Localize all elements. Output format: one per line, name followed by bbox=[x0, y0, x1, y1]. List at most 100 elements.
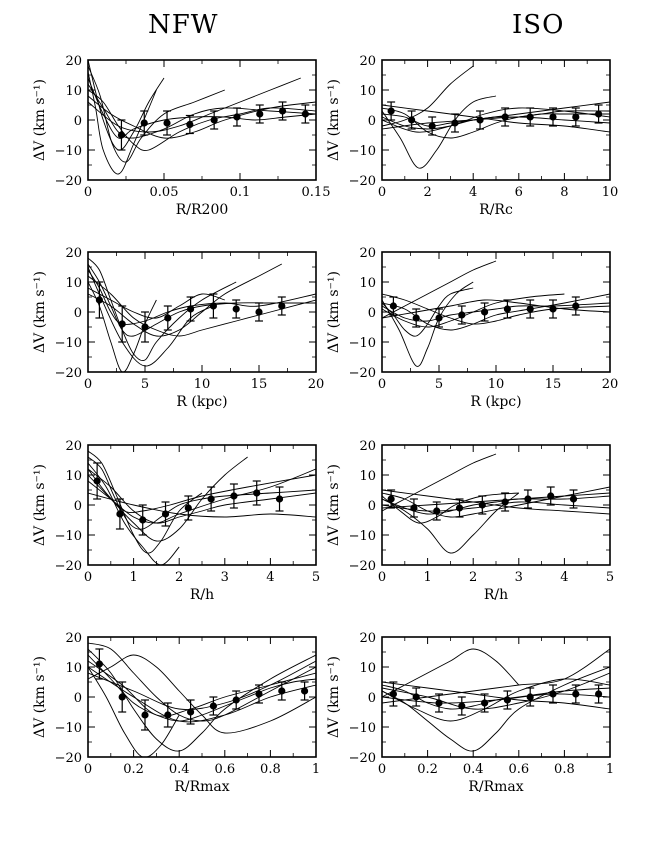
series-line-galaxy-5 bbox=[382, 293, 610, 325]
x-tick-label: 0.6 bbox=[508, 762, 529, 777]
series-line-galaxy-7 bbox=[88, 654, 316, 734]
x-axis-label: R/Rmax bbox=[174, 779, 229, 795]
y-tick-label: 20 bbox=[65, 246, 82, 261]
x-tick-label: 0 bbox=[84, 185, 92, 200]
data-point bbox=[118, 693, 126, 701]
data-point bbox=[476, 116, 484, 124]
x-tick-label: 0 bbox=[378, 570, 386, 585]
series-line-galaxy-3 bbox=[382, 260, 497, 319]
series-line-galaxy-4 bbox=[88, 60, 165, 151]
x-tick-label: 0.6 bbox=[214, 762, 235, 777]
data-point bbox=[210, 116, 218, 124]
data-point bbox=[435, 314, 443, 322]
data-point bbox=[278, 107, 287, 115]
data-point bbox=[387, 495, 395, 503]
binned-points bbox=[95, 281, 286, 343]
data-point bbox=[117, 131, 126, 139]
data-point bbox=[572, 302, 580, 310]
x-tick-label: 0.4 bbox=[463, 762, 484, 777]
x-tick-label: 0.2 bbox=[123, 762, 144, 777]
y-tick-label: 10 bbox=[359, 84, 376, 99]
data-point bbox=[275, 495, 284, 503]
x-tick-label: 0.05 bbox=[150, 185, 179, 200]
series-line-galaxy-7 bbox=[88, 287, 225, 319]
curves bbox=[88, 642, 316, 757]
x-axis-label: R (kpc) bbox=[176, 394, 227, 410]
series-line-galaxy-3 bbox=[382, 453, 497, 512]
series-line-galaxy-2 bbox=[382, 281, 474, 367]
y-tick-label: −20 bbox=[55, 751, 82, 766]
series-line-galaxy-7 bbox=[382, 104, 610, 133]
data-point bbox=[451, 119, 459, 127]
data-point bbox=[207, 495, 215, 503]
data-point bbox=[549, 690, 557, 698]
plot-frame bbox=[87, 444, 317, 566]
data-point bbox=[141, 711, 149, 719]
data-point bbox=[547, 492, 555, 500]
y-tick-label: −10 bbox=[55, 144, 82, 159]
series-line-galaxy-8 bbox=[88, 95, 316, 139]
data-point bbox=[163, 119, 171, 127]
x-tick-label: 4 bbox=[469, 185, 477, 200]
data-point bbox=[526, 113, 534, 121]
y-axis-label: ΔV (km s⁻¹) bbox=[32, 656, 48, 738]
x-tick-label: 0.8 bbox=[260, 762, 281, 777]
series-line-galaxy-6 bbox=[382, 648, 610, 704]
data-point bbox=[278, 687, 286, 695]
series-line-galaxy-2 bbox=[88, 65, 225, 163]
x-tick-label: 0.1 bbox=[230, 185, 251, 200]
nfw-column-title: NFW bbox=[148, 10, 219, 40]
data-point bbox=[410, 504, 418, 512]
panel-ISO-scaled-Rmax: −20 −10 0 10 20 0 0.2 0.4 0.6 0.8 1 R/Rmax ΔV (km s⁻… bbox=[326, 631, 614, 795]
y-tick-label: −20 bbox=[55, 366, 82, 381]
x-axis-label: R/Rmax bbox=[468, 779, 523, 795]
y-tick-label: 20 bbox=[359, 246, 376, 261]
data-point bbox=[503, 305, 511, 313]
data-point bbox=[389, 690, 397, 698]
x-tick-label: 20 bbox=[308, 377, 325, 392]
y-axis-label: ΔV (km s⁻¹) bbox=[32, 271, 48, 353]
series-line-galaxy-2 bbox=[88, 450, 203, 554]
data-point bbox=[93, 477, 101, 485]
x-tick-label: 10 bbox=[488, 377, 505, 392]
series-line-galaxy-8 bbox=[382, 116, 610, 130]
y-tick-label: −10 bbox=[349, 336, 376, 351]
x-tick-label: 0 bbox=[84, 570, 92, 585]
data-point bbox=[549, 113, 557, 121]
data-point bbox=[164, 711, 172, 719]
y-tick-label: 0 bbox=[74, 499, 82, 514]
x-axis-label: R/R200 bbox=[176, 202, 229, 218]
x-axis-label: R/Rc bbox=[479, 202, 513, 218]
series-line-galaxy-3 bbox=[382, 107, 610, 139]
x-tick-label: 0 bbox=[378, 762, 386, 777]
x-axis-label: R/h bbox=[484, 587, 508, 603]
series-line-galaxy-5 bbox=[88, 462, 180, 565]
series-line-galaxy-6 bbox=[88, 83, 316, 139]
binned-points bbox=[93, 462, 284, 536]
x-tick-label: 2 bbox=[423, 185, 431, 200]
series-line-galaxy-2 bbox=[382, 492, 520, 554]
panel-NFW-scaled-Rmax: −20 −10 0 10 20 0 0.2 0.4 0.6 0.8 1 R/Rmax ΔV (km s⁻… bbox=[32, 631, 320, 795]
y-tick-label: −20 bbox=[349, 174, 376, 189]
series-line-galaxy-6 bbox=[88, 269, 316, 325]
y-tick-label: 20 bbox=[359, 631, 376, 646]
y-tick-label: 20 bbox=[359, 439, 376, 454]
x-tick-label: 2 bbox=[469, 570, 477, 585]
series-line-galaxy-7 bbox=[88, 71, 157, 175]
series-line-galaxy-5 bbox=[382, 489, 610, 515]
x-tick-label: 0.8 bbox=[554, 762, 575, 777]
x-tick-label: 1 bbox=[423, 570, 431, 585]
series-line-galaxy-8 bbox=[382, 287, 474, 337]
data-point bbox=[140, 119, 148, 127]
x-axis-label: R (kpc) bbox=[470, 394, 521, 410]
data-point bbox=[278, 302, 286, 310]
series-line-galaxy-4 bbox=[88, 642, 316, 722]
y-axis-label: ΔV (km s⁻¹) bbox=[326, 464, 342, 546]
y-tick-label: −10 bbox=[349, 721, 376, 736]
x-tick-label: 6 bbox=[515, 185, 523, 200]
binned-points bbox=[117, 101, 310, 151]
y-tick-label: −20 bbox=[349, 559, 376, 574]
x-tick-label: 3 bbox=[221, 570, 229, 585]
y-tick-label: 0 bbox=[368, 691, 376, 706]
panel-NFW-physical: −20 −10 0 10 20 0 5 10 15 20 R (kpc) ΔV (km s⁻¹) bbox=[32, 246, 324, 410]
